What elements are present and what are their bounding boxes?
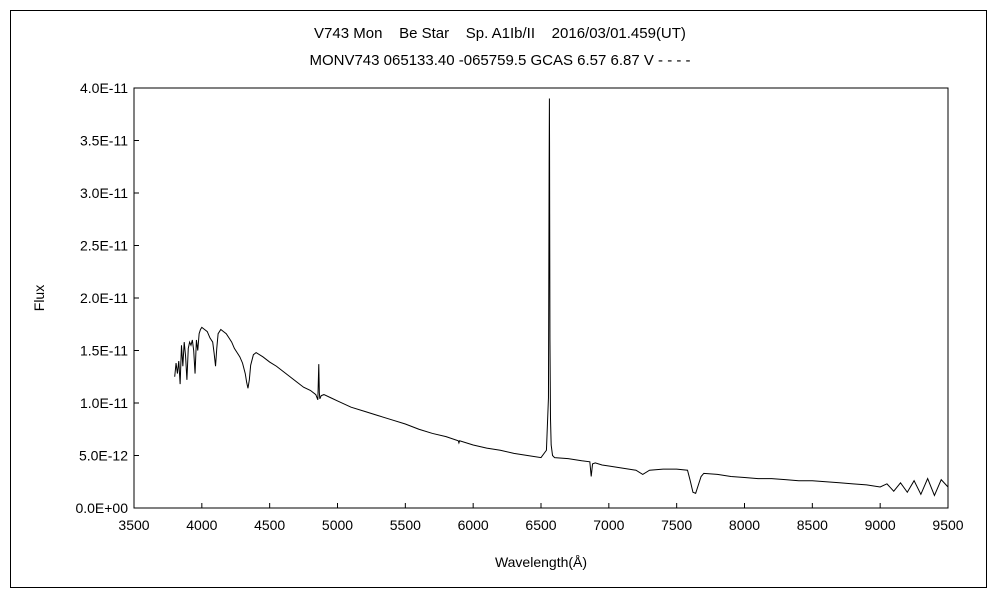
y-tick-label: 0.0E+00: [75, 500, 128, 516]
x-tick-label: 6500: [525, 517, 556, 533]
x-tick-label: 9000: [865, 517, 896, 533]
x-tick-label: 7500: [661, 517, 692, 533]
x-tick-label: 6000: [458, 517, 489, 533]
y-tick-label: 1.5E-11: [80, 343, 128, 359]
y-axis: 0.0E+00 5.0E-12 1.0E-11 1.5E-11 2.0E-11 2.5E-…: [75, 80, 139, 516]
y-tick-label: 3.0E-11: [80, 185, 128, 201]
x-tick-label: 5000: [322, 517, 353, 533]
x-axis: 3500 4000 4500 5000 5500 6000 6500 7000 7500 8000…: [118, 503, 964, 533]
x-tick-label: 4000: [186, 517, 217, 533]
y-tick-label: 3.5E-11: [80, 133, 128, 149]
y-tick-label: 1.0E-11: [80, 395, 128, 411]
y-tick-label: 2.0E-11: [80, 290, 128, 306]
y-tick-label: 5.0E-12: [79, 448, 128, 464]
chart-subtitle: MONV743 065133.40 -065759.5 GCAS 6.57 6.…: [309, 52, 691, 69]
x-axis-label: Wavelength(Å): [495, 554, 587, 570]
x-tick-label: 9500: [932, 517, 963, 533]
x-tick-label: 8000: [729, 517, 760, 533]
x-tick-label: 8500: [797, 517, 828, 533]
x-tick-label: 4500: [254, 517, 285, 533]
y-tick-label: 4.0E-11: [80, 80, 128, 96]
spectrum-line: [174, 98, 949, 497]
x-tick-label: 7000: [593, 517, 624, 533]
y-tick-label: 2.5E-11: [80, 238, 128, 254]
x-tick-label: 5500: [390, 517, 421, 533]
x-tick-label: 3500: [118, 517, 149, 533]
plot-area: [133, 87, 949, 509]
chart-title: V743 Mon Be Star Sp. A1Ib/II 2016/03/01.…: [314, 25, 686, 42]
y-axis-label: Flux: [31, 285, 47, 311]
chart-frame: [10, 10, 987, 588]
